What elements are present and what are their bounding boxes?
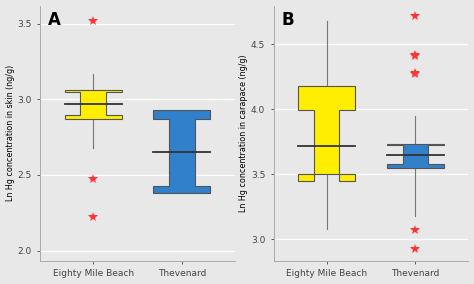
Text: B: B <box>282 11 294 29</box>
Text: A: A <box>48 11 61 29</box>
Y-axis label: Ln Hg concentration in skin (ng/g): Ln Hg concentration in skin (ng/g) <box>6 65 15 201</box>
Polygon shape <box>154 110 210 193</box>
Polygon shape <box>298 86 355 181</box>
Polygon shape <box>65 90 121 119</box>
Y-axis label: Ln Hg concentration in carapace (ng/g): Ln Hg concentration in carapace (ng/g) <box>239 55 248 212</box>
Polygon shape <box>387 144 444 168</box>
